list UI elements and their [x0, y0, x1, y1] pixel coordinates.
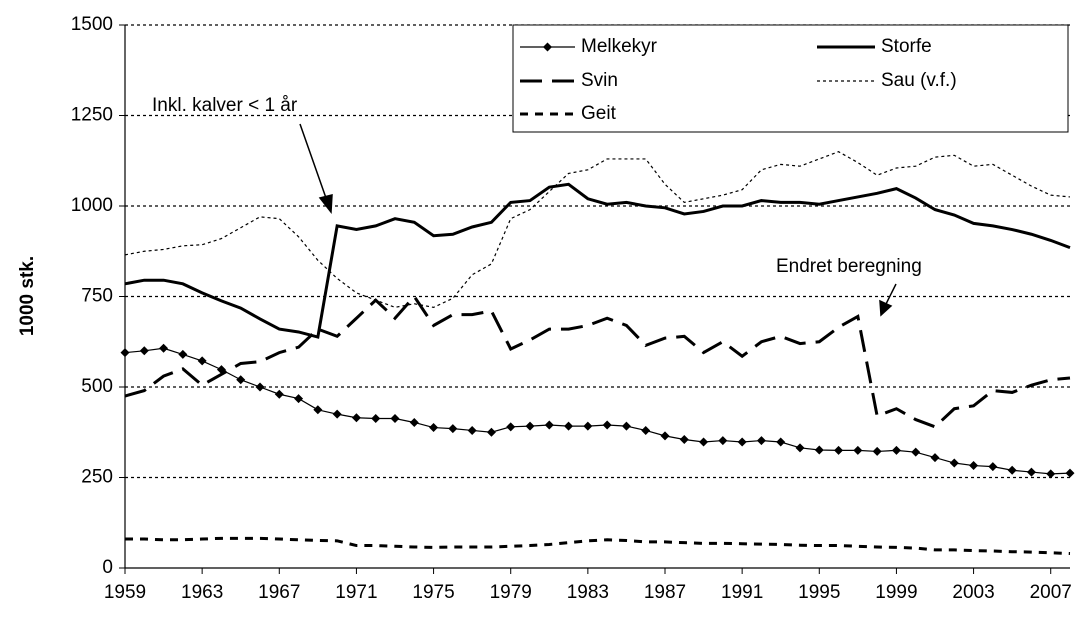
x-tick-label: 1971: [335, 582, 377, 603]
point-marker: [988, 462, 998, 472]
y-tick-label: 1000: [71, 195, 113, 216]
point-marker: [371, 413, 381, 423]
point-marker: [814, 445, 824, 455]
x-tick-label: 1987: [644, 582, 686, 603]
x-tick-label: 1999: [875, 582, 917, 603]
point-marker: [1065, 468, 1075, 478]
legend-label: Svin: [581, 70, 618, 91]
point-marker: [679, 434, 689, 444]
point-marker: [949, 458, 959, 468]
point-marker: [834, 445, 844, 455]
point-marker: [621, 421, 631, 431]
point-marker: [641, 425, 651, 435]
point-marker: [255, 382, 265, 392]
point-marker: [853, 445, 863, 455]
point-marker: [699, 437, 709, 447]
x-tick-label: 1983: [567, 582, 609, 603]
point-marker: [583, 421, 593, 431]
arrow-head: [318, 194, 333, 215]
legend-label: Storfe: [881, 36, 932, 57]
point-marker: [313, 405, 323, 415]
x-tick-label: 1991: [721, 582, 763, 603]
point-marker: [159, 343, 169, 353]
point-marker: [178, 349, 188, 359]
point-marker: [930, 453, 940, 463]
point-marker: [486, 427, 496, 437]
point-marker: [197, 356, 207, 366]
point-marker: [467, 425, 477, 435]
y-tick-label: 1500: [71, 14, 113, 35]
x-tick-label: 1967: [258, 582, 300, 603]
point-marker: [390, 413, 400, 423]
x-tick-label: 1979: [490, 582, 532, 603]
legend-label: Melkekyr: [581, 36, 658, 57]
annotation-arrows: [299, 123, 897, 317]
point-marker: [718, 436, 728, 446]
point-marker: [120, 348, 130, 358]
arrow-head: [879, 299, 893, 317]
x-tick-label: 1975: [412, 582, 454, 603]
point-marker: [756, 436, 766, 446]
point-marker: [891, 445, 901, 455]
series-line: [124, 151, 1071, 308]
y-tick-label: 500: [81, 376, 113, 397]
point-marker: [525, 421, 535, 431]
annotation: Endret beregning: [776, 256, 922, 277]
point-marker: [544, 420, 554, 430]
point-marker: [274, 389, 284, 399]
point-marker: [429, 423, 439, 433]
point-marker: [139, 346, 149, 356]
arrow: [885, 283, 897, 305]
legend-label: Sau (v.f.): [881, 70, 957, 91]
point-marker: [448, 424, 458, 434]
point-marker: [602, 420, 612, 430]
x-tick-label: 2007: [1030, 582, 1072, 603]
point-marker: [1046, 469, 1056, 479]
annotation: Inkl. kalver < 1 år: [152, 95, 298, 116]
y-tick-label: 0: [102, 557, 113, 578]
legend-label: Geit: [581, 103, 617, 124]
series-line: [125, 536, 1071, 556]
point-marker: [776, 437, 786, 447]
point-marker: [660, 431, 670, 441]
legend-marker: [543, 42, 552, 52]
y-tick-label: 250: [81, 467, 113, 488]
y-tick-label: 1250: [71, 105, 113, 126]
x-tick-label: 1963: [181, 582, 223, 603]
point-marker: [506, 422, 516, 432]
x-tick-label: 2003: [952, 582, 994, 603]
series-line: [124, 182, 1071, 339]
point-marker: [236, 375, 246, 385]
point-marker: [737, 437, 747, 447]
point-marker: [409, 417, 419, 427]
point-marker: [564, 421, 574, 431]
x-tick-label: 1959: [104, 582, 146, 603]
y-axis-label: 1000 stk.: [17, 256, 38, 336]
point-marker: [332, 409, 342, 419]
series-line: [124, 347, 1071, 475]
series-line: [124, 294, 1071, 429]
legend-box: [512, 24, 1069, 133]
point-marker: [969, 461, 979, 471]
point-marker: [351, 413, 361, 423]
point-marker: [1007, 465, 1017, 475]
point-marker: [911, 447, 921, 457]
point-marker: [1026, 467, 1036, 477]
y-tick-label: 750: [81, 286, 113, 307]
point-marker: [795, 443, 805, 453]
point-marker: [294, 394, 304, 404]
arrow: [299, 123, 327, 199]
x-tick-label: 1995: [798, 582, 840, 603]
point-marker: [872, 446, 882, 456]
